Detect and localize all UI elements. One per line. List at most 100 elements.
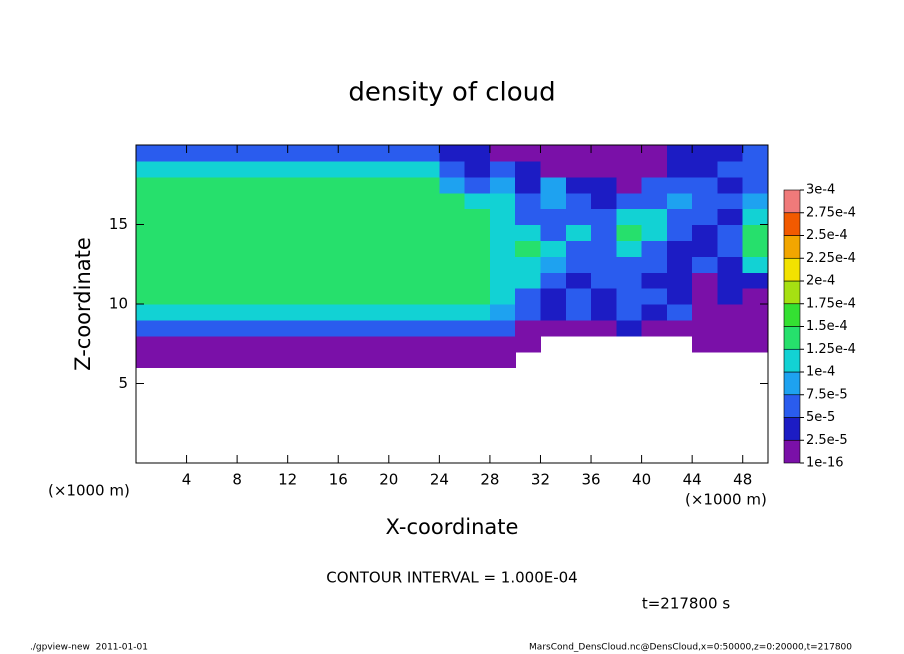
x-unit: (×1000 m): [685, 491, 767, 509]
cell: [388, 176, 415, 194]
cell: [692, 319, 719, 337]
cell: [717, 192, 744, 210]
cell: [312, 208, 339, 226]
cell: [312, 304, 339, 321]
cell: [237, 272, 263, 289]
cell: [161, 272, 188, 289]
cell: [414, 256, 440, 273]
colorbar-box: [783, 394, 801, 418]
cell: [287, 160, 314, 178]
cell: [237, 351, 263, 369]
x-tick-label: 24: [430, 471, 449, 489]
cell: [312, 256, 339, 273]
cell: [161, 351, 188, 369]
heatmap: [136, 145, 769, 369]
cell: [742, 304, 769, 321]
cell: [161, 208, 188, 226]
cell: [388, 288, 415, 305]
colorbar-label: 1.75e-4: [806, 296, 856, 311]
cell: [363, 272, 390, 289]
cell: [616, 256, 643, 273]
cell: [666, 208, 693, 226]
cell: [211, 240, 238, 257]
cell: [312, 288, 339, 305]
cell: [161, 319, 188, 337]
cell: [439, 351, 466, 369]
cell: [692, 240, 719, 257]
cell: [565, 256, 592, 273]
cell: [287, 145, 314, 162]
colorbar-box: [783, 348, 801, 373]
cell: [666, 272, 693, 289]
cell: [591, 208, 617, 226]
cell: [489, 224, 516, 241]
cell: [439, 304, 466, 321]
cell: [262, 335, 289, 353]
cell: [363, 208, 390, 226]
cell: [414, 240, 440, 257]
cell: [439, 176, 466, 194]
cell: [237, 176, 263, 194]
cell: [692, 288, 719, 305]
colorbar-label: 1e-4: [806, 365, 835, 380]
cell: [540, 224, 567, 241]
cell: [717, 176, 744, 194]
cell: [616, 145, 643, 162]
cell: [591, 145, 617, 162]
cell: [388, 272, 415, 289]
cell: [312, 319, 339, 337]
cell: [666, 304, 693, 321]
cell: [489, 160, 516, 178]
cell: [338, 272, 365, 289]
cell: [262, 145, 289, 162]
cell: [666, 319, 693, 337]
cell: [388, 304, 415, 321]
cell: [489, 176, 516, 194]
cell: [565, 224, 592, 241]
cell: [338, 192, 365, 210]
cell: [136, 240, 162, 257]
cell: [186, 192, 213, 210]
cell: [464, 351, 491, 369]
cell: [312, 351, 339, 369]
cell: [237, 335, 263, 353]
cell: [388, 224, 415, 241]
cell: [641, 319, 668, 337]
colorbar-label: 7.5e-5: [806, 387, 848, 402]
x-tick-label: 12: [278, 471, 297, 489]
x-tick-label: 28: [480, 471, 499, 489]
cell: [540, 145, 567, 162]
cell: [692, 176, 719, 194]
cell: [262, 304, 289, 321]
cell: [515, 192, 542, 210]
cell: [414, 319, 440, 337]
cell: [287, 240, 314, 257]
chart-title: density of cloud: [348, 78, 555, 108]
cell: [565, 160, 592, 178]
cell: [237, 288, 263, 305]
cell: [136, 176, 162, 194]
cell: [211, 272, 238, 289]
cell: [186, 160, 213, 178]
colorbar-label: 2.25e-4: [806, 251, 856, 266]
cell: [692, 224, 719, 241]
cell: [742, 176, 769, 194]
cell: [237, 208, 263, 226]
cell: [161, 145, 188, 162]
cell: [666, 288, 693, 305]
cell: [464, 319, 491, 337]
cell: [489, 319, 516, 337]
cell: [363, 160, 390, 178]
cell: [287, 224, 314, 241]
cell: [136, 145, 162, 162]
cell: [312, 192, 339, 210]
cell: [363, 176, 390, 194]
colorbar-box: [783, 280, 801, 305]
cell: [742, 240, 769, 257]
cell: [641, 145, 668, 162]
cell: [211, 145, 238, 162]
cell: [186, 145, 213, 162]
cell: [439, 145, 466, 162]
cell: [186, 208, 213, 226]
cell: [515, 304, 542, 321]
